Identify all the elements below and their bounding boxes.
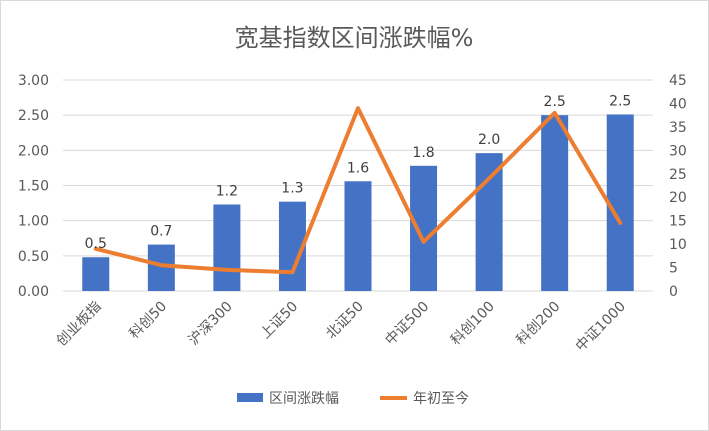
bar-data-label: 0.5 (85, 236, 107, 252)
x-tick-label: 中证1000 (573, 299, 629, 355)
left-tick-label: 1.00 (18, 214, 49, 230)
x-tick-label: 上证50 (258, 299, 302, 343)
right-tick-label: 40 (669, 96, 687, 112)
right-tick-label: 25 (669, 167, 687, 183)
line-point (619, 222, 621, 224)
bar-data-label: 2.0 (478, 132, 500, 148)
line-layer (93, 106, 623, 275)
line-point (554, 112, 556, 114)
line-point (226, 269, 228, 271)
legend-label-bar: 区间涨跌幅 (269, 391, 339, 407)
legend-swatch-bar (237, 393, 263, 402)
bar-data-label: 1.8 (412, 145, 434, 161)
left-tick-label: 0.50 (18, 249, 49, 265)
right-tick-label: 0 (669, 284, 678, 300)
x-tick-label: 科创100 (448, 299, 498, 349)
bar (475, 153, 503, 291)
chart-title: 宽基指数区间涨跌幅% (235, 24, 474, 52)
x-tick-label: 沪深300 (186, 299, 236, 349)
bar (82, 257, 110, 291)
bar (541, 115, 569, 292)
right-axis-ticks: 0 5 10 15 20 25 30 35 40 45 (669, 73, 687, 300)
left-tick-label: 0.00 (18, 284, 49, 300)
x-tick-label: 北证50 (323, 299, 367, 343)
line-point (160, 264, 162, 266)
left-tick-label: 2.00 (18, 143, 49, 159)
data-labels-layer: 0.5 0.7 1.2 1.3 1.6 1.8 2.0 2.5 2.5 (85, 93, 632, 252)
bar-data-label: 1.2 (216, 183, 238, 199)
left-tick-label: 3.00 (18, 73, 49, 89)
x-tick-label: 科创50 (126, 299, 170, 343)
right-tick-label: 20 (669, 190, 687, 206)
bar-data-label: 0.7 (150, 224, 172, 240)
right-tick-label: 30 (669, 143, 687, 159)
line-point (488, 177, 490, 179)
x-tick-label: 创业板指 (54, 299, 105, 350)
bar (410, 165, 438, 291)
line-point (95, 248, 97, 250)
line-point (291, 271, 293, 273)
left-tick-label: 1.50 (18, 179, 49, 195)
right-tick-label: 35 (669, 120, 687, 136)
bar (344, 181, 372, 291)
left-tick-label: 2.50 (18, 108, 49, 124)
line-point (357, 107, 359, 109)
bar-data-label: 1.6 (347, 160, 369, 176)
right-tick-label: 10 (669, 237, 687, 253)
legend-label-line: 年初至今 (413, 390, 469, 407)
legend: 区间涨跌幅 年初至今 (237, 390, 469, 407)
right-tick-label: 15 (669, 214, 687, 230)
right-tick-label: 5 (669, 261, 678, 277)
right-tick-label: 45 (669, 73, 687, 89)
bar-data-label: 2.5 (609, 93, 631, 109)
bar (606, 114, 634, 291)
x-axis-ticks: 创业板指 科创50 沪深300 上证50 北证50 中证500 科创100 科创200 中证10… (54, 299, 629, 355)
bar (213, 204, 241, 291)
bar-data-label: 1.3 (281, 181, 303, 197)
x-tick-label: 科创200 (513, 299, 563, 349)
line-point (423, 241, 425, 243)
x-tick-label: 中证500 (382, 299, 432, 349)
bar-data-label: 2.5 (544, 94, 566, 110)
left-axis-ticks: 0.00 0.50 1.00 1.50 2.00 2.50 3.00 (18, 73, 49, 300)
